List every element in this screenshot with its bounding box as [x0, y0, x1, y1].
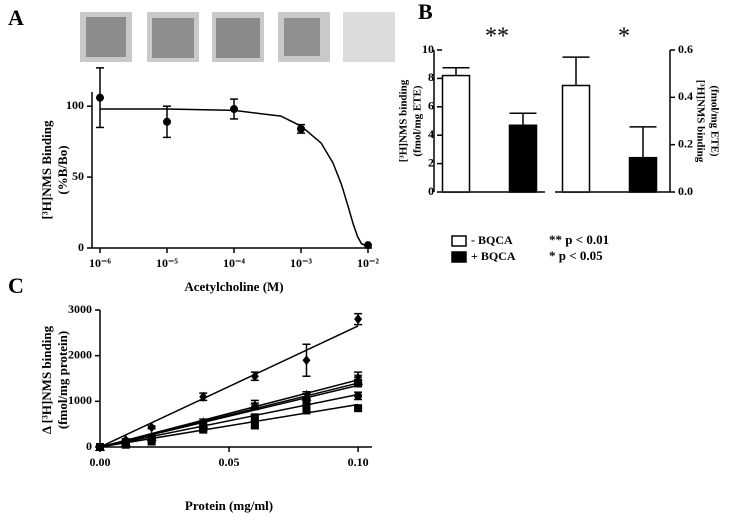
marker	[354, 404, 363, 413]
p-value-note: ** p < 0.01	[549, 232, 609, 247]
marker	[302, 355, 311, 366]
p-value-note: * p < 0.05	[549, 248, 603, 263]
y-tick-label: 50	[72, 169, 84, 183]
gel-band	[216, 18, 260, 58]
bar	[508, 124, 538, 193]
legend-swatch	[451, 251, 467, 263]
marker	[353, 371, 363, 381]
marker	[354, 379, 363, 388]
y-tick-label: 0	[428, 184, 434, 198]
y-tick-label: 6	[428, 99, 434, 113]
marker	[354, 391, 363, 400]
gel-image	[343, 12, 395, 62]
marker	[121, 440, 130, 449]
y2-axis-label: [³H]NMS binding	[694, 80, 706, 163]
marker	[297, 124, 305, 133]
y2-tick-label: 0.2	[678, 136, 693, 150]
y-tick-label: 0	[78, 240, 84, 254]
legend-label: - BQCA	[471, 233, 513, 247]
marker	[249, 399, 260, 409]
marker	[302, 406, 311, 415]
y-tick-label: 0	[86, 439, 92, 453]
y-axis-label: Δ [³H]NMS binding	[39, 325, 54, 434]
y-tick-label: 2000	[68, 347, 92, 361]
legend-label: + BQCA	[471, 249, 516, 263]
marker	[250, 371, 259, 382]
marker	[96, 93, 104, 102]
gel-band	[284, 18, 320, 56]
significance: **	[485, 24, 509, 50]
panel-label: A	[8, 5, 24, 30]
panel-label: B	[418, 0, 433, 24]
y-tick-label: 4	[428, 127, 434, 141]
marker	[302, 397, 311, 406]
gel-images	[80, 12, 395, 62]
x-tick-label: 0.00	[90, 455, 111, 469]
y-axis-label: (fmol/mg ETE)	[412, 85, 424, 157]
y-axis-label: (%B/Bo)	[55, 145, 70, 194]
marker	[163, 117, 171, 126]
y2-tick-label: 0.0	[678, 184, 693, 198]
marker	[250, 420, 259, 429]
x-axis-label: Protein (mg/ml)	[185, 498, 273, 513]
marker	[354, 314, 363, 325]
bar	[628, 156, 658, 193]
bar	[561, 84, 591, 193]
x-tick-label: 10⁻⁶	[89, 256, 111, 270]
y-tick-label: 2	[428, 155, 434, 169]
y-tick-label: 3000	[68, 302, 92, 316]
x-axis-label: Acetylcholine (M)	[184, 279, 283, 294]
y2-tick-label: 0.4	[678, 89, 693, 103]
fit-line	[99, 325, 359, 448]
fit-curve	[100, 108, 369, 248]
legend-swatch	[451, 235, 467, 247]
gel-band	[152, 18, 194, 58]
y-axis-label: [³H]NMS Binding	[39, 120, 54, 219]
y-axis-label: [³H]NMS binding	[398, 79, 410, 162]
y-tick-label: 8	[428, 70, 434, 84]
marker	[364, 241, 372, 250]
y-tick-label: 10	[422, 42, 434, 56]
x-tick-label: 0.10	[348, 455, 369, 469]
marker	[199, 391, 208, 402]
x-tick-label: 10⁻³	[290, 256, 312, 270]
marker	[147, 422, 156, 433]
marker	[147, 437, 156, 446]
fit-line	[99, 393, 359, 448]
significance: *	[618, 24, 630, 50]
gel-band	[86, 17, 126, 57]
y2-tick-label: 0.6	[678, 42, 693, 56]
x-tick-label: 10⁻²	[357, 256, 379, 270]
fit-line	[99, 384, 359, 448]
x-tick-label: 0.05	[219, 455, 240, 469]
y2-axis-label: (fmol/mg ETE)	[708, 85, 720, 157]
y-axis-label: (fmol/mg protein)	[55, 331, 70, 429]
x-tick-label: 10⁻⁵	[156, 256, 178, 270]
marker	[230, 105, 238, 114]
x-tick-label: 10⁻⁴	[223, 256, 245, 270]
y-tick-label: 1000	[68, 393, 92, 407]
panel-label: C	[8, 273, 24, 298]
fit-line	[99, 403, 359, 448]
marker	[96, 443, 104, 451]
marker	[199, 425, 208, 434]
bar	[441, 74, 471, 193]
y-tick-label: 100	[66, 98, 84, 112]
